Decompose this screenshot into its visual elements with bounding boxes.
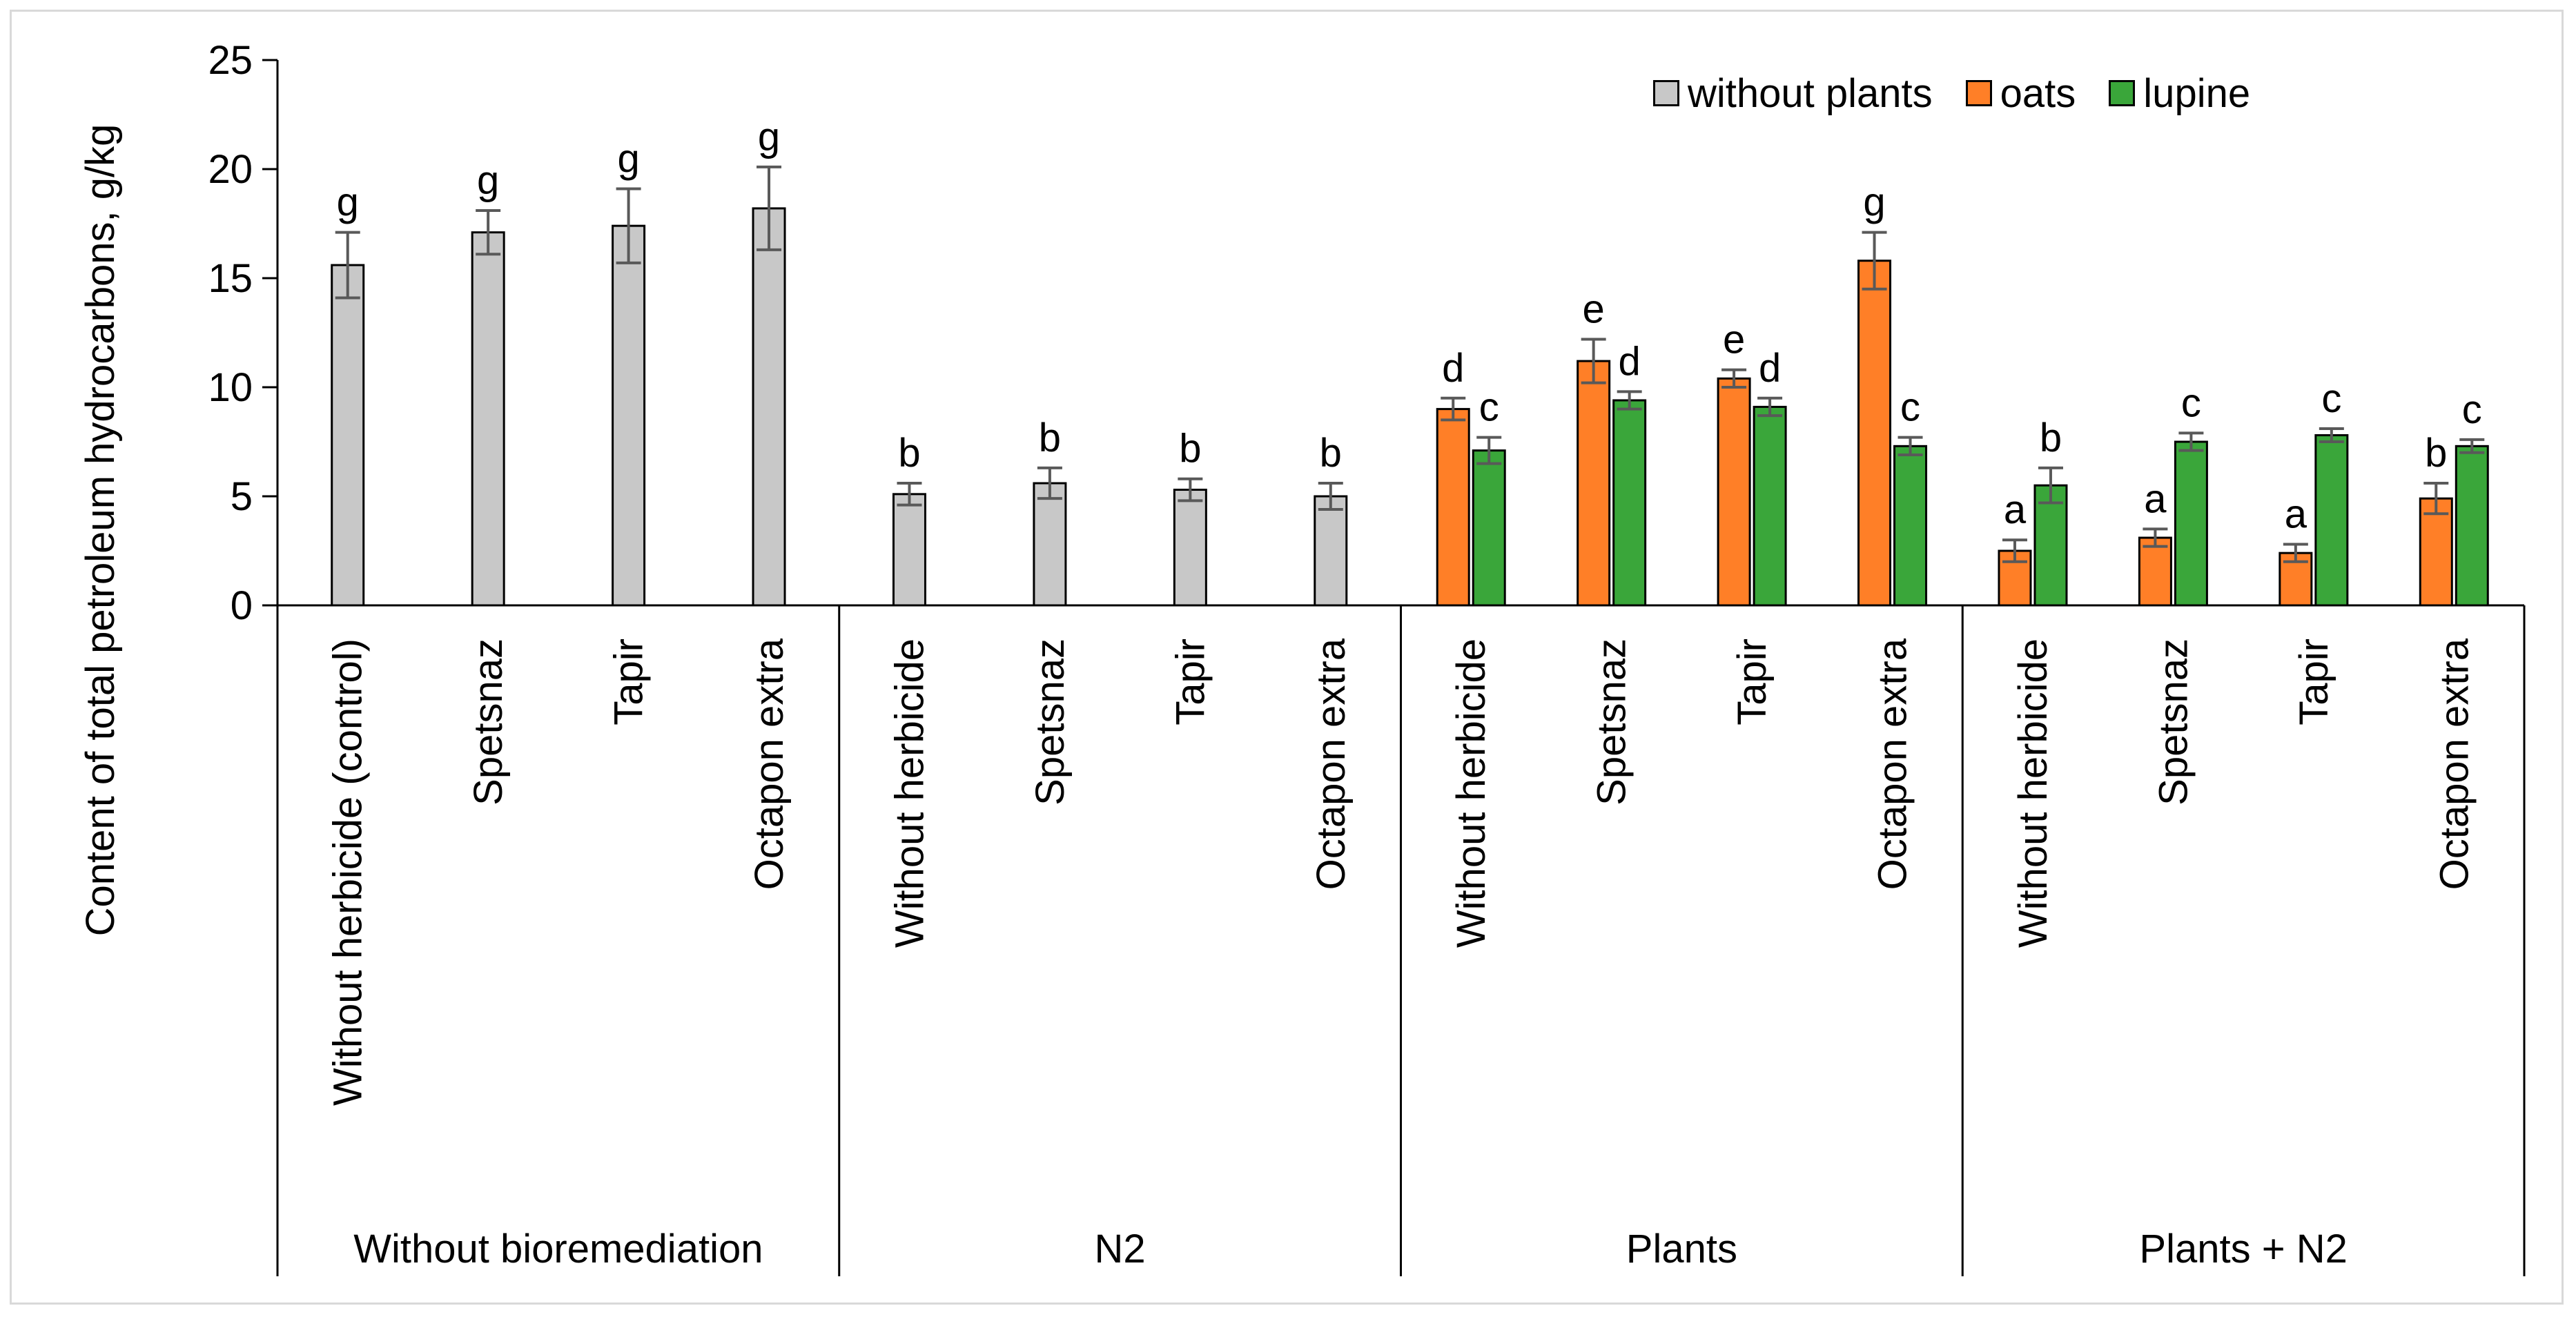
- significance-letter: a: [2285, 492, 2307, 537]
- significance-letter: b: [2040, 416, 2062, 460]
- category-label: Spetsnaz: [1028, 638, 1073, 806]
- significance-letter: g: [1863, 180, 1885, 225]
- category-label: Without herbicide: [887, 638, 932, 948]
- significance-letter: g: [617, 136, 639, 181]
- significance-letter: g: [758, 115, 780, 159]
- y-tick-label: 15: [208, 256, 253, 301]
- legend-label-lupine: lupine: [2143, 70, 2251, 116]
- significance-letter: c: [2462, 387, 2482, 432]
- bar: [1857, 260, 1892, 607]
- group-label: N2: [1095, 1227, 1146, 1271]
- category-label: Tapir: [1730, 638, 1775, 725]
- group-label: Without bioremediation: [353, 1227, 763, 1271]
- bar: [331, 264, 365, 607]
- category-label: Tapir: [607, 638, 652, 725]
- legend-swatch-lupine: [2109, 80, 2136, 106]
- bar: [2138, 536, 2172, 607]
- significance-letter: b: [1039, 416, 1061, 460]
- bar: [1033, 482, 1067, 607]
- y-tick-label: 25: [208, 38, 253, 83]
- group-label: Plants + N2: [2139, 1227, 2347, 1271]
- chart-frame: 0 5 10 15 20 25 Content of total petroleum hyd…: [10, 10, 2564, 1305]
- bar: [2033, 484, 2068, 607]
- significance-letter: c: [2181, 380, 2201, 425]
- legend-item-lupine: lupine: [2109, 70, 2250, 117]
- category-label: Without herbicide: [2011, 638, 2056, 948]
- category-label: Octapon extra: [2432, 638, 2477, 890]
- category-label: Octapon extra: [747, 638, 792, 890]
- category-label: Spetsnaz: [2151, 638, 2196, 806]
- y-tick-label: 0: [231, 583, 253, 628]
- bar: [892, 493, 926, 607]
- bar: [1314, 495, 1348, 607]
- legend: without plants oats lupine: [1653, 70, 2250, 116]
- bar: [1577, 360, 1611, 607]
- significance-letter: g: [477, 158, 499, 203]
- significance-letter: d: [1442, 346, 1464, 391]
- significance-letter: a: [2004, 487, 2027, 532]
- significance-letter: d: [1619, 339, 1641, 384]
- significance-letter: c: [1479, 385, 1499, 430]
- bar: [1717, 377, 1751, 607]
- significance-letter: b: [2425, 431, 2447, 476]
- category-label: Tapir: [1168, 638, 1213, 725]
- bar-chart: 0 5 10 15 20 25 Content of total petroleum hyd…: [78, 38, 2526, 1276]
- category-label: Octapon extra: [1871, 638, 1915, 890]
- legend-item-without-plants: without plants: [1653, 70, 1933, 117]
- bar: [1436, 408, 1470, 607]
- bar: [2419, 497, 2453, 607]
- significance-letter: b: [898, 431, 920, 476]
- category-label: Without herbicide: [1449, 638, 1494, 948]
- significance-letter: c: [1900, 385, 1920, 430]
- bar: [2314, 434, 2349, 607]
- y-axis-title: Content of total petroleum hydrocarbons,…: [78, 124, 123, 937]
- significance-letter: e: [1723, 318, 1745, 362]
- bar: [612, 224, 646, 607]
- significance-letter: d: [1759, 346, 1781, 391]
- bar: [2174, 440, 2208, 607]
- y-tick-label: 10: [208, 365, 253, 410]
- significance-letter: b: [1179, 427, 1201, 471]
- legend-swatch-oats: [1965, 80, 1992, 106]
- category-label: Spetsnaz: [1590, 638, 1635, 806]
- category-label: Octapon extra: [1309, 638, 1354, 890]
- legend-label-without-plants: without plants: [1688, 70, 1933, 116]
- legend-item-oats: oats: [1965, 70, 2076, 117]
- bar: [752, 207, 786, 607]
- bar: [1612, 399, 1647, 607]
- significance-letter: b: [1320, 431, 1342, 476]
- bar: [1472, 449, 1506, 607]
- bar: [1173, 489, 1207, 607]
- significance-letter: g: [337, 180, 359, 225]
- bar: [1893, 445, 1928, 607]
- y-tick-label: 20: [208, 147, 253, 192]
- significance-letter: e: [1583, 286, 1605, 331]
- category-label: Without herbicide (control): [326, 638, 371, 1106]
- bar: [2455, 445, 2489, 607]
- category-label: Spetsnaz: [466, 638, 511, 806]
- y-tick-label: 5: [231, 474, 253, 519]
- legend-swatch-without-plants: [1653, 80, 1679, 106]
- bar: [471, 231, 505, 607]
- group-label: Plants: [1626, 1227, 1737, 1271]
- significance-letter: a: [2144, 476, 2167, 521]
- category-label: Tapir: [2292, 638, 2336, 725]
- bar: [1753, 405, 1787, 607]
- significance-letter: c: [2321, 376, 2341, 421]
- legend-label-oats: oats: [2000, 70, 2076, 116]
